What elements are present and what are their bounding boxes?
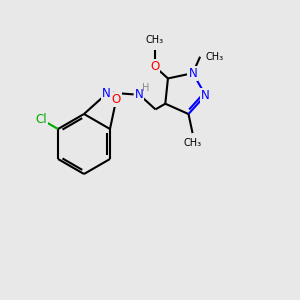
Text: CH₃: CH₃ (206, 52, 224, 62)
Text: N: N (201, 89, 210, 102)
Text: CH₃: CH₃ (146, 35, 164, 45)
Text: Cl: Cl (35, 113, 47, 126)
Text: O: O (150, 60, 159, 73)
Text: N: N (188, 67, 197, 80)
Text: O: O (112, 93, 121, 106)
Text: CH₃: CH₃ (184, 138, 202, 148)
Text: H: H (142, 83, 149, 93)
Text: N: N (102, 87, 111, 101)
Text: N: N (135, 88, 143, 101)
